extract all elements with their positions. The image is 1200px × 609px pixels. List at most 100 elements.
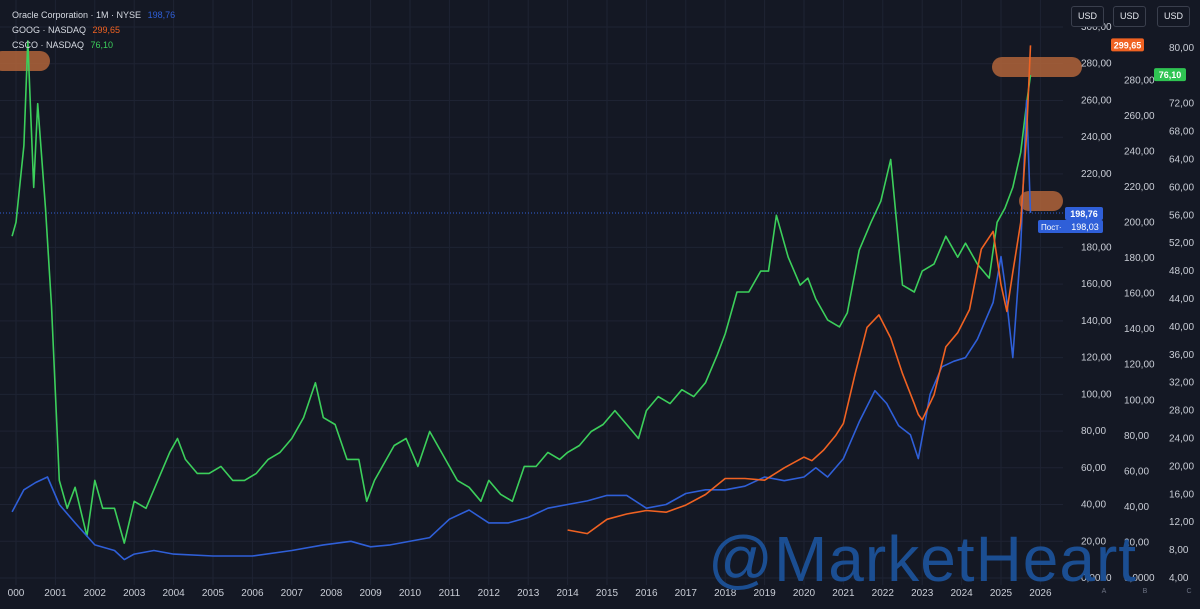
y-tick-label-csco: 32,00 <box>1169 378 1194 389</box>
x-tick-label: 2016 <box>635 588 658 599</box>
y-tick-label-csco: 4,00 <box>1169 573 1189 584</box>
y-tick-label-orcl: 120,00 <box>1081 353 1112 364</box>
x-tick-label: 2021 <box>832 588 855 599</box>
y-tick-label-goog: 240,00 <box>1124 146 1155 157</box>
goog-price-tag: 299,65 <box>1114 40 1142 50</box>
y-tick-label-orcl: 80,00 <box>1081 426 1106 437</box>
y-tick-label-csco: 24,00 <box>1169 434 1194 445</box>
y-tick-label-csco: 72,00 <box>1169 99 1194 110</box>
y-tick-label-goog: 280,00 <box>1124 75 1155 86</box>
currency-button-goog[interactable]: USD <box>1071 6 1104 27</box>
y-tick-label-goog: 200,00 <box>1124 218 1155 229</box>
orcl-post-price: 198,03 <box>1071 222 1099 232</box>
x-tick-label: 2026 <box>1029 588 1052 599</box>
y-tick-label-csco: 20,00 <box>1169 461 1194 472</box>
y-tick-label-goog: 40,00 <box>1124 502 1149 513</box>
currency-button-orcl[interactable]: USD <box>1113 6 1146 27</box>
currency-button-csco[interactable]: USD <box>1157 6 1190 27</box>
y-tick-label-goog: 140,00 <box>1124 324 1155 335</box>
y-tick-label-csco: 28,00 <box>1169 406 1194 417</box>
orcl-price-tag-bg <box>1065 206 1103 220</box>
x-tick-label: 2010 <box>399 588 422 599</box>
y-tick-label-orcl: 0,0000 <box>1081 573 1112 584</box>
x-tick-label: 000 <box>8 588 25 599</box>
legend-label: GOOG · NASDAQ <box>12 25 87 35</box>
watermark: @MarketHeart <box>708 523 1138 595</box>
x-tick-label: 2014 <box>556 588 579 599</box>
x-tick-label: 2022 <box>872 588 895 599</box>
x-tick-label: 2025 <box>990 588 1013 599</box>
x-tick-label: 2013 <box>517 588 540 599</box>
x-tick-label: 2008 <box>320 588 343 599</box>
y-tick-label-orcl: 240,00 <box>1081 132 1112 143</box>
highlight-mark-top <box>992 57 1082 77</box>
series-line-csco[interactable] <box>11 40 1032 544</box>
series-line-orcl[interactable] <box>11 99 1032 561</box>
x-tick-label: 2006 <box>241 588 264 599</box>
highlight-mark-mid <box>1019 191 1063 211</box>
y-tick-label-orcl: 60,00 <box>1081 463 1106 474</box>
axis-letter-label: A <box>1102 588 1107 595</box>
y-tick-label-csco: 44,00 <box>1169 294 1194 305</box>
x-tick-label: 2003 <box>123 588 146 599</box>
x-tick-label: 2011 <box>439 588 461 599</box>
y-tick-label-csco: 16,00 <box>1169 489 1194 500</box>
x-tick-label: 2012 <box>478 588 501 599</box>
y-tick-label-orcl: 280,00 <box>1081 59 1112 70</box>
x-tick-label: 2015 <box>596 588 619 599</box>
y-tick-label-goog: 20,00 <box>1124 537 1149 548</box>
orcl-price-tag: 198,76 <box>1070 209 1098 219</box>
x-tick-label: 2020 <box>793 588 816 599</box>
y-tick-label-csco: 60,00 <box>1169 182 1194 193</box>
y-tick-label-goog: 220,00 <box>1124 182 1155 193</box>
y-tick-label-csco: 48,00 <box>1169 266 1194 277</box>
y-tick-label-csco: 68,00 <box>1169 127 1194 138</box>
legend-item-orcl[interactable]: Oracle Corporation · 1M · NYSE 198,76 <box>12 8 175 23</box>
y-tick-label-csco: 56,00 <box>1169 210 1194 221</box>
x-tick-label: 2024 <box>950 588 973 599</box>
legend-label: CSCO · NASDAQ <box>12 40 85 50</box>
x-tick-label: 2007 <box>281 588 304 599</box>
y-tick-label-goog: 180,00 <box>1124 253 1155 264</box>
x-tick-label: 2017 <box>675 588 698 599</box>
y-tick-label-csco: 64,00 <box>1169 155 1194 166</box>
y-tick-label-csco: 40,00 <box>1169 322 1194 333</box>
x-tick-label: 2019 <box>753 588 776 599</box>
legend-item-csco[interactable]: CSCO · NASDAQ 76,10 <box>12 38 175 53</box>
x-tick-label: 2009 <box>359 588 382 599</box>
y-tick-label-goog: 80,00 <box>1124 431 1149 442</box>
csco-price-tag: 76,10 <box>1159 70 1182 80</box>
axis-letter-label: B <box>1143 588 1148 595</box>
y-tick-label-orcl: 220,00 <box>1081 169 1112 180</box>
x-tick-label: 2018 <box>714 588 737 599</box>
x-tick-label: 2004 <box>162 588 185 599</box>
y-tick-label-orcl: 100,00 <box>1081 389 1112 400</box>
y-tick-label-csco: 8,00 <box>1169 545 1189 556</box>
x-tick-label: 2001 <box>44 588 67 599</box>
legend-item-goog[interactable]: GOOG · NASDAQ 299,65 <box>12 23 175 38</box>
y-tick-label-goog: 160,00 <box>1124 289 1155 300</box>
y-tick-label-csco: 52,00 <box>1169 238 1194 249</box>
legend-label: Oracle Corporation · 1M · NYSE <box>12 10 142 20</box>
orcl-post-tag-bg <box>1038 219 1103 233</box>
y-tick-label-orcl: 160,00 <box>1081 279 1112 290</box>
orcl-post-label: Пост· <box>1041 223 1062 232</box>
axis-letter-label: C <box>1186 588 1191 595</box>
legend-value: 76,10 <box>90 40 114 50</box>
csco-price-tag-bg <box>1154 68 1186 82</box>
y-tick-label-orcl: 140,00 <box>1081 316 1112 327</box>
y-tick-label-orcl: 260,00 <box>1081 95 1112 106</box>
y-tick-label-goog: 120,00 <box>1124 360 1155 371</box>
x-tick-label: 2023 <box>911 588 934 599</box>
y-tick-label-orcl: 180,00 <box>1081 242 1112 253</box>
legend-value: 198,76 <box>147 10 176 20</box>
legend-value: 299,65 <box>92 25 121 35</box>
y-tick-label-goog: 0,0000 <box>1124 573 1155 584</box>
y-tick-label-goog: 60,00 <box>1124 466 1149 477</box>
series-line-goog[interactable] <box>567 45 1032 535</box>
y-tick-label-orcl: 40,00 <box>1081 500 1106 511</box>
goog-price-tag-bg <box>1111 38 1144 52</box>
y-tick-label-goog: 260,00 <box>1124 111 1155 122</box>
